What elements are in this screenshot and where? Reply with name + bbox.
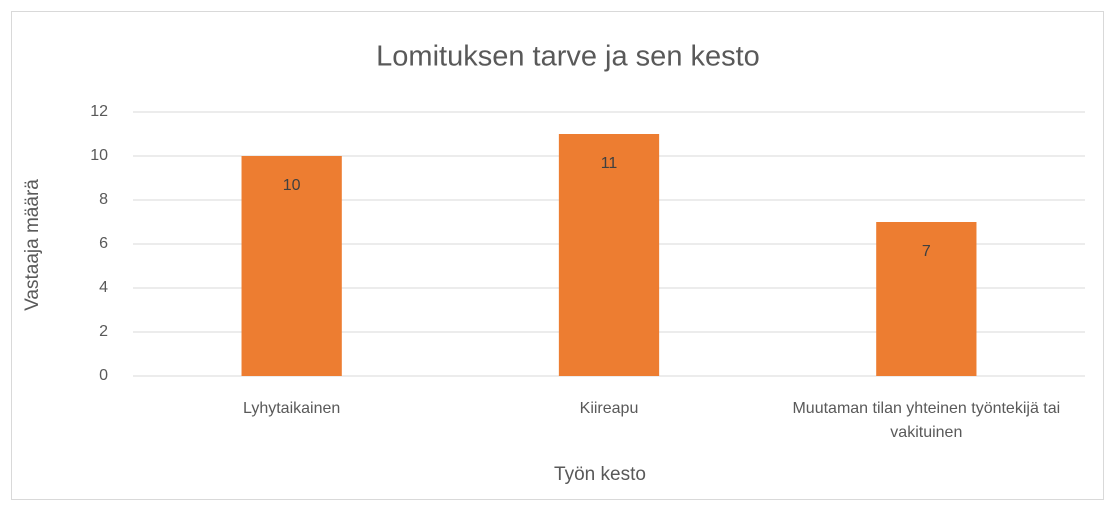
x-tick-label: Lyhytaikainen	[243, 400, 341, 417]
y-tick-label: 12	[90, 103, 108, 120]
x-tick-label: Muutaman tilan yhteinen työntekijä tai v…	[792, 400, 1061, 441]
bar	[558, 134, 660, 376]
bar	[241, 156, 342, 376]
y-tick-label: 4	[99, 279, 108, 296]
x-axis-title: Työn kesto	[554, 464, 646, 485]
data-label: 7	[922, 243, 931, 260]
data-label: 10	[283, 177, 301, 194]
y-axis-title: Vastaaja määrä	[22, 179, 43, 311]
data-label: 11	[601, 155, 618, 172]
y-tick-label: 0	[99, 367, 108, 384]
y-tick-label: 8	[99, 191, 108, 208]
x-tick-label: Kiireapu	[579, 400, 639, 417]
y-tick-label: 10	[90, 147, 108, 164]
y-tick-label: 2	[99, 323, 108, 340]
chart-title: Lomituksen tarve ja sen kesto	[376, 41, 760, 73]
y-tick-label: 6	[99, 235, 108, 252]
bar	[876, 222, 977, 376]
